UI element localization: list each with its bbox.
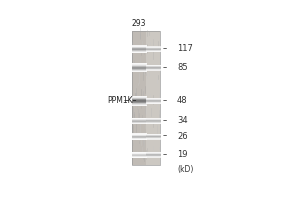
Text: 117: 117 <box>177 44 193 53</box>
Text: 19: 19 <box>177 150 188 159</box>
Text: –: – <box>163 132 167 141</box>
Text: 48: 48 <box>177 96 188 105</box>
Text: 293: 293 <box>131 19 146 28</box>
Text: –: – <box>163 44 167 53</box>
Text: –: – <box>163 63 167 72</box>
Text: (kD): (kD) <box>177 165 194 174</box>
Text: 34: 34 <box>177 116 188 125</box>
Text: 26: 26 <box>177 132 188 141</box>
Text: 85: 85 <box>177 63 188 72</box>
Text: –: – <box>163 116 167 125</box>
Bar <box>146 31 160 165</box>
Bar <box>132 31 160 165</box>
Text: PPM1K–: PPM1K– <box>107 96 137 105</box>
Text: –: – <box>163 96 167 105</box>
Text: –: – <box>163 150 167 159</box>
Bar <box>132 31 145 165</box>
